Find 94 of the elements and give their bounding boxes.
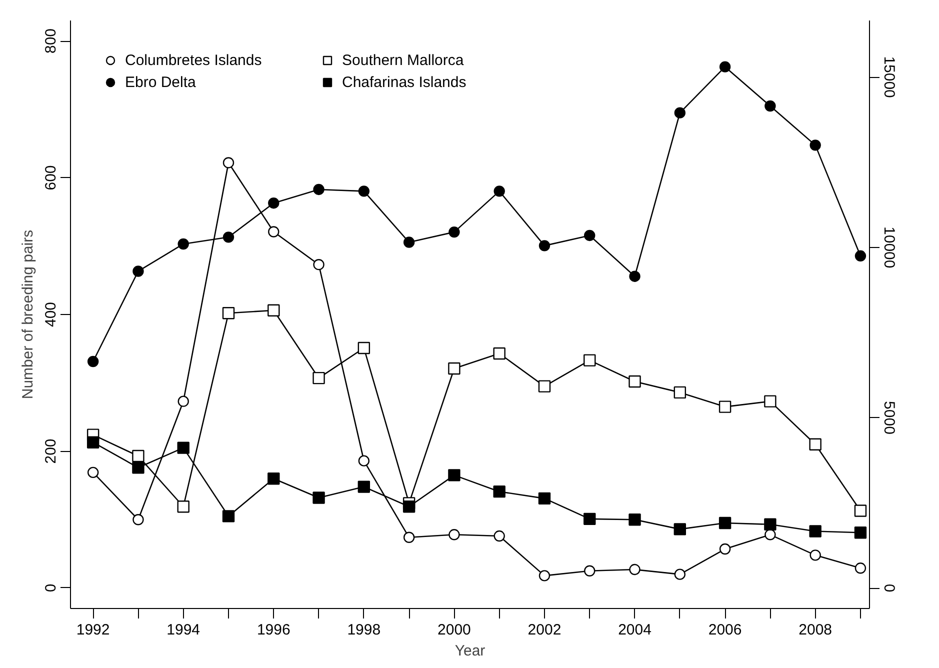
- point: [268, 472, 280, 485]
- point: [584, 512, 596, 526]
- point: [584, 230, 596, 242]
- y-tick-label: 0: [42, 584, 60, 592]
- point: [268, 304, 280, 316]
- point: [358, 342, 370, 354]
- point: [86, 436, 100, 448]
- point: [87, 356, 99, 368]
- point: [538, 570, 550, 582]
- point: [132, 462, 144, 474]
- point: [629, 270, 640, 282]
- point: [854, 562, 866, 574]
- point: [764, 518, 776, 530]
- point: [313, 259, 324, 270]
- point: [177, 442, 190, 454]
- legend-label: Southern Mallorca: [342, 52, 465, 68]
- point: [809, 525, 822, 538]
- point: [718, 400, 732, 413]
- y2-tick-label: 0: [880, 584, 898, 592]
- point: [628, 375, 641, 388]
- point: [448, 529, 460, 540]
- point: [628, 514, 641, 526]
- point: [177, 500, 190, 513]
- x-tick-label: 1994: [166, 622, 200, 638]
- point: [584, 565, 596, 576]
- point: [493, 485, 506, 498]
- legend-label: Ebro Delta: [125, 74, 197, 90]
- point: [268, 198, 280, 209]
- point: [493, 347, 506, 360]
- legend-label: Columbretes Islands: [125, 52, 263, 68]
- point: [358, 186, 370, 197]
- x-tick-label: 2008: [798, 622, 832, 638]
- x-tick-label: 1992: [76, 622, 110, 638]
- point: [674, 523, 686, 536]
- point: [764, 529, 776, 540]
- point: [312, 492, 325, 504]
- point: [268, 226, 280, 238]
- point: [132, 450, 144, 462]
- point: [403, 236, 415, 248]
- point: [719, 543, 731, 555]
- point: [132, 266, 144, 277]
- x-tick-label: 1996: [256, 622, 290, 638]
- point: [674, 386, 686, 399]
- point: [674, 568, 686, 580]
- point: [764, 100, 776, 112]
- y-axis-title: Number of breeding pairs: [20, 230, 36, 400]
- point: [674, 107, 686, 118]
- point: [358, 480, 370, 493]
- point: [448, 469, 460, 482]
- point: [718, 516, 732, 530]
- y2-tick-label: 10000: [880, 226, 898, 268]
- x-tick-label: 2004: [618, 622, 652, 638]
- point: [854, 504, 867, 517]
- point: [764, 395, 776, 408]
- x-tick-label: 2006: [708, 622, 742, 638]
- point: [402, 500, 416, 513]
- x-tick-label: 1998: [347, 622, 381, 638]
- point: [222, 232, 234, 243]
- y-tick-label: 400: [42, 302, 60, 328]
- point: [584, 354, 596, 366]
- point: [494, 530, 505, 542]
- point: [87, 466, 99, 478]
- point: [178, 238, 189, 250]
- point: [810, 140, 821, 151]
- point: [178, 396, 189, 407]
- point: [629, 564, 640, 576]
- point: [448, 226, 460, 238]
- x-tick-label: 2002: [528, 622, 562, 638]
- y2-tick-label: 15000: [880, 56, 898, 98]
- y-tick-label: 600: [42, 165, 60, 190]
- point: [132, 514, 144, 526]
- point: [313, 184, 324, 196]
- y2-tick-label: 5000: [880, 401, 898, 434]
- point: [222, 510, 235, 522]
- point: [222, 157, 234, 168]
- y-tick-label: 800: [42, 28, 60, 54]
- point: [312, 372, 325, 384]
- point: [719, 61, 731, 72]
- point: [538, 240, 550, 252]
- x-axis-title: Year: [454, 642, 486, 660]
- point: [854, 526, 867, 539]
- point: [854, 250, 866, 262]
- point: [358, 455, 370, 466]
- point: [809, 438, 822, 451]
- point: [538, 492, 551, 505]
- point: [222, 307, 235, 320]
- legend-label: Chafarinas Islands: [342, 74, 468, 90]
- point: [538, 380, 551, 392]
- y-tick-label: 200: [42, 438, 60, 464]
- x-tick-label: 2000: [438, 622, 471, 638]
- point: [810, 550, 821, 561]
- point: [494, 186, 505, 197]
- point: [403, 532, 415, 543]
- point: [448, 362, 460, 375]
